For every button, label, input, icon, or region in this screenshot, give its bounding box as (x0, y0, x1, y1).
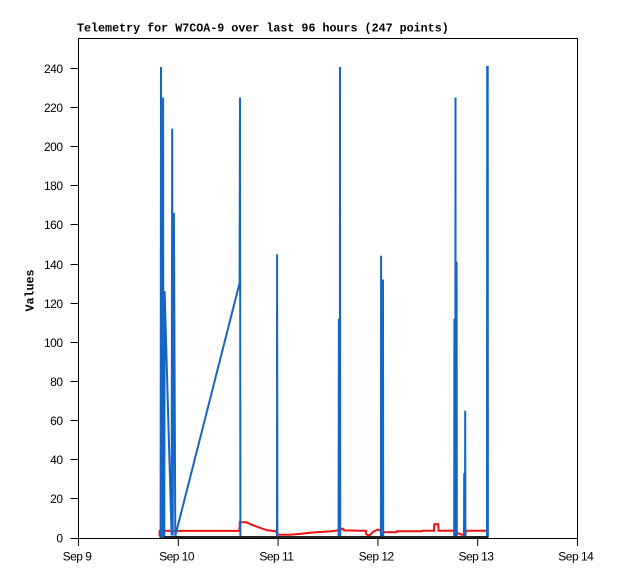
svg-text:0: 0 (56, 532, 63, 546)
svg-text:220: 220 (44, 101, 63, 115)
svg-text:40: 40 (50, 453, 63, 467)
svg-text:Sep 10: Sep 10 (159, 550, 195, 564)
svg-text:Sep 11: Sep 11 (259, 550, 294, 564)
svg-text:240: 240 (44, 62, 63, 76)
svg-text:100: 100 (44, 336, 63, 350)
svg-text:200: 200 (44, 140, 63, 154)
svg-text:80: 80 (50, 375, 63, 389)
svg-text:Sep 9: Sep 9 (63, 550, 93, 564)
svg-text:Sep 12: Sep 12 (359, 550, 395, 564)
svg-text:20: 20 (50, 492, 63, 506)
svg-text:Sep 14: Sep 14 (558, 550, 594, 564)
svg-text:120: 120 (44, 297, 63, 311)
svg-text:160: 160 (44, 218, 63, 232)
svg-text:Sep 13: Sep 13 (458, 550, 494, 564)
svg-text:140: 140 (44, 258, 63, 272)
svg-text:Values: Values (24, 269, 38, 311)
svg-text:180: 180 (44, 179, 63, 193)
svg-text:Telemetry for W7COA-9 over las: Telemetry for W7COA-9 over last 96 hours… (77, 22, 449, 36)
svg-text:60: 60 (50, 414, 63, 428)
